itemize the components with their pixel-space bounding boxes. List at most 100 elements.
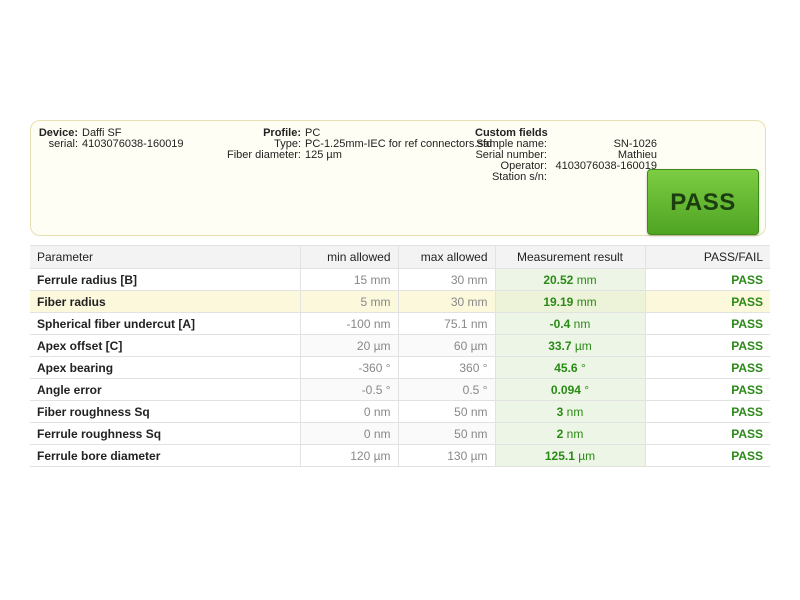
row-parameter: Angle error [30, 378, 301, 401]
custom-fields-title: Custom fields [475, 127, 548, 139]
header-min-allowed[interactable]: min allowed [300, 245, 399, 269]
measurement-value: 125.1 [544, 448, 575, 463]
device-value: Daffi SF [82, 127, 122, 139]
table-row[interactable]: Fiber roughness Sq 0 nm 50 nm 3 nm PASS [30, 400, 770, 423]
row-parameter: Fiber roughness Sq [30, 400, 301, 423]
sample-name-label: Sample name: [476, 138, 547, 150]
row-min-allowed: -100 nm [300, 312, 399, 335]
profile-type-label: Type: [274, 138, 301, 150]
measurement-unit: nm [566, 404, 584, 419]
row-measurement-result: -0.4 nm [495, 312, 646, 335]
row-min-allowed: 5 mm [300, 290, 399, 313]
serial-number-label: Serial number: [475, 149, 547, 161]
serial-number-value: Mathieu [617, 149, 657, 161]
report-header-card: Device: Daffi SF serial: 4103076038-1600… [30, 120, 766, 236]
measurement-value: 3 [556, 404, 564, 419]
profile-value: PC [305, 127, 321, 139]
measurement-value: -0.4 [549, 316, 571, 331]
row-measurement-result: 0.094 ° [495, 378, 646, 401]
device-serial-label: serial: [48, 138, 78, 150]
row-parameter: Spherical fiber undercut [A] [30, 312, 301, 335]
measurement-value: 19.19 [543, 294, 574, 309]
row-measurement-result: 33.7 µm [495, 334, 646, 357]
measurement-value: 20.52 [543, 272, 574, 287]
measurement-value: 33.7 [548, 338, 572, 353]
row-max-allowed: 0.5 ° [398, 378, 496, 401]
operator-label: Operator: [500, 160, 547, 172]
fiber-diameter-label: Fiber diameter: [227, 149, 301, 161]
header-pass-fail[interactable]: PASS/FAIL [645, 245, 770, 269]
sample-name-value: SN-1026 [613, 138, 657, 150]
row-pass-fail: PASS [645, 312, 770, 335]
fiber-diameter-value: 125 µm [305, 149, 342, 161]
row-pass-fail: PASS [645, 378, 770, 401]
row-min-allowed: -0.5 ° [300, 378, 399, 401]
measurement-unit: mm [576, 272, 597, 287]
row-pass-fail: PASS [645, 356, 770, 379]
row-parameter: Ferrule radius [B] [30, 268, 301, 291]
row-max-allowed: 130 µm [398, 444, 496, 467]
row-max-allowed: 50 nm [398, 422, 496, 445]
measurement-unit: µm [578, 448, 596, 463]
row-parameter: Fiber radius [30, 290, 301, 313]
row-min-allowed: 0 nm [300, 400, 399, 423]
table-row[interactable]: Ferrule radius [B] 15 mm 30 mm 20.52 mm PASS [30, 268, 770, 291]
row-measurement-result: 125.1 µm [495, 444, 646, 467]
row-parameter: Apex bearing [30, 356, 301, 379]
row-max-allowed: 50 nm [398, 400, 496, 423]
measurement-value: 2 [556, 426, 564, 441]
row-pass-fail: PASS [645, 422, 770, 445]
table-row[interactable]: Angle error -0.5 ° 0.5 ° 0.094 ° PASS [30, 378, 770, 401]
header-parameter[interactable]: Parameter [30, 245, 301, 269]
row-parameter: Apex offset [C] [30, 334, 301, 357]
table-row[interactable]: Apex bearing -360 ° 360 ° 45.6 ° PASS [30, 356, 770, 379]
header-measurement-result[interactable]: Measurement result [495, 245, 646, 269]
table-row[interactable]: Ferrule roughness Sq 0 nm 50 nm 2 nm PASS [30, 422, 770, 445]
row-measurement-result: 3 nm [495, 400, 646, 423]
station-sn-value [547, 172, 657, 183]
device-label: Device: [38, 127, 78, 139]
row-pass-fail: PASS [645, 400, 770, 423]
row-min-allowed: -360 ° [300, 356, 399, 379]
row-max-allowed: 30 mm [398, 268, 496, 291]
row-max-allowed: 30 mm [398, 290, 496, 313]
table-row[interactable]: Fiber radius 5 mm 30 mm 19.19 mm PASS [30, 290, 770, 313]
row-max-allowed: 60 µm [398, 334, 496, 357]
table-row[interactable]: Spherical fiber undercut [A] -100 nm 75.1 … [30, 312, 770, 335]
measurement-unit: nm [566, 426, 584, 441]
row-min-allowed: 120 µm [300, 444, 399, 467]
table-header-row: Parameter min allowed max allowed Measur… [30, 245, 770, 269]
row-pass-fail: PASS [645, 268, 770, 291]
overall-pass-badge[interactable]: PASS [647, 169, 759, 235]
operator-value: 4103076038-160019 [555, 160, 657, 172]
profile-info: Profile: PC Type: PC-1.25mm-IEC for ref … [197, 128, 492, 161]
row-pass-fail: PASS [645, 444, 770, 467]
row-min-allowed: 20 µm [300, 334, 399, 357]
row-measurement-result: 45.6 ° [495, 356, 646, 379]
row-min-allowed: 15 mm [300, 268, 399, 291]
row-parameter: Ferrule roughness Sq [30, 422, 301, 445]
row-parameter: Ferrule bore diameter [30, 444, 301, 467]
row-measurement-result: 2 nm [495, 422, 646, 445]
header-max-allowed[interactable]: max allowed [398, 245, 496, 269]
profile-type-value: PC-1.25mm-IEC for ref connectors.sfd [305, 138, 493, 150]
table-row[interactable]: Apex offset [C] 20 µm 60 µm 33.7 µm PASS [30, 334, 770, 357]
measurement-unit: µm [574, 338, 592, 353]
measurement-value: 45.6 [554, 360, 578, 375]
row-measurement-result: 20.52 mm [495, 268, 646, 291]
row-pass-fail: PASS [645, 334, 770, 357]
station-sn-label: Station s/n: [491, 171, 547, 183]
measurement-unit: ° [580, 360, 586, 375]
row-max-allowed: 360 ° [398, 356, 496, 379]
device-info: Device: Daffi SF serial: 4103076038-1600… [38, 128, 184, 150]
custom-fields: Custom fields Sample name: SN-1026 Seria… [475, 128, 657, 183]
measurement-unit: ° [584, 382, 590, 397]
table-row[interactable]: Ferrule bore diameter 120 µm 130 µm 125.1 µ… [30, 444, 770, 467]
row-pass-fail: PASS [645, 290, 770, 313]
measurement-unit: mm [576, 294, 597, 309]
row-max-allowed: 75.1 nm [398, 312, 496, 335]
measurement-table: Parameter min allowed max allowed Measur… [30, 245, 770, 467]
device-serial-value: 4103076038-160019 [82, 138, 184, 150]
row-min-allowed: 0 nm [300, 422, 399, 445]
measurement-unit: nm [573, 316, 591, 331]
